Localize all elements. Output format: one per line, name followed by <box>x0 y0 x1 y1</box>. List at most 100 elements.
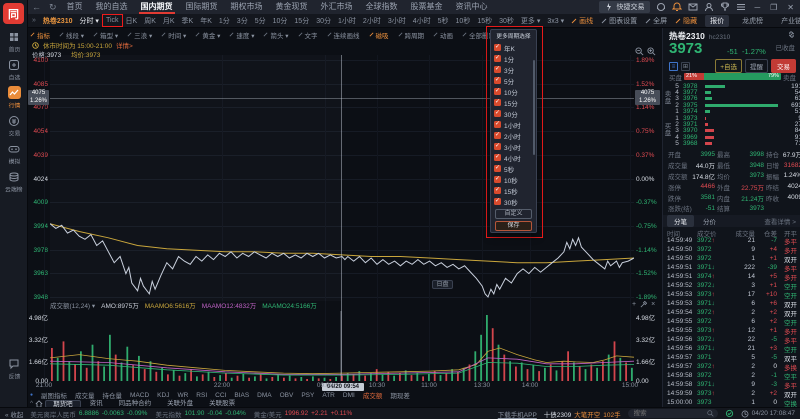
dropdown-scrollbar[interactable] <box>533 60 535 155</box>
forum-tab-同品种合约[interactable]: 同品种合约 <box>118 399 152 407</box>
checkbox-1分[interactable]: ✓ <box>494 55 501 62</box>
draw-tool-箱型[interactable]: 箱型 ▾ <box>93 30 118 40</box>
period-月K[interactable]: 月K <box>162 17 175 25</box>
period-4小时[interactable]: 4小时 <box>412 17 431 25</box>
period-分时[interactable]: 分时 ▾ <box>79 17 99 25</box>
indicator-持仓量[interactable]: 持仓量 <box>102 393 123 400</box>
draw-tool-黄金[interactable]: 黄金 ▾ <box>195 30 220 40</box>
notice-detail-link[interactable]: 详情> <box>116 43 133 50</box>
indicator-期现差[interactable]: 期现差 <box>390 393 410 400</box>
back-icon[interactable]: ← <box>32 2 41 12</box>
trade-button[interactable]: 交易 <box>771 59 796 73</box>
dropdown-item-30秒[interactable]: ✓ 30秒 <box>494 196 533 207</box>
tick-row[interactable]: 14:59:51 3974↑ 14 +5 多开 <box>667 273 797 282</box>
tick-table[interactable]: 14:59:49 3972↑ 21 -7 多平 14:59:50 3972 9 +4 多开 14:5… <box>667 236 797 407</box>
draw-tool-跨周期[interactable]: 跨周期 <box>398 30 424 40</box>
period-15秒[interactable]: 15秒 <box>477 17 493 25</box>
dropdown-item-15分[interactable]: ✓ 15分 <box>494 97 533 108</box>
volume-indicator-header[interactable]: 成交额(12,24) ▾ AMO:8975万 MAAMO6:5616万 MAAMO12… <box>50 300 317 310</box>
indicator-成交量[interactable]: 成交量 <box>75 393 95 400</box>
save-button[interactable]: 保存 <box>495 221 532 231</box>
checkbox-4小时[interactable]: ✓ <box>494 154 501 161</box>
checkbox-30秒[interactable]: ✓ <box>494 198 501 205</box>
close-indicator-icon[interactable]: × <box>651 301 656 308</box>
period-年K[interactable]: 年K <box>200 17 212 25</box>
volume-indicator-label[interactable]: 成交额(12,24) ▾ <box>50 303 96 310</box>
topnav-tab-黄金现货[interactable]: 黄金现货 <box>275 2 308 11</box>
mail-icon[interactable] <box>688 2 698 12</box>
tick-row[interactable]: 14:59:49 3972↑ 21 -7 多平 <box>667 237 797 246</box>
forum-tab-关联股票[interactable]: 关联股票 <box>209 399 236 407</box>
draw-tool-连续画线[interactable]: 连续画线 <box>327 30 360 40</box>
draw-tool-三浪[interactable]: 三浪 ▾ <box>127 30 152 40</box>
zoom-out-icon[interactable] <box>635 47 644 56</box>
indicator-PSY[interactable]: PSY <box>301 391 315 399</box>
trophy-icon[interactable] <box>720 2 730 12</box>
dropdown-item-2小时[interactable]: ✓ 2小时 <box>494 130 533 141</box>
minimize-button[interactable]: ─ <box>754 2 761 12</box>
tick-row[interactable]: 14:59:55 3973↑ 12 +1 多开 <box>667 327 797 336</box>
tick-row[interactable]: 15:00:00 3973 1 0 空换 <box>667 399 797 407</box>
alert-button[interactable]: 提醒 <box>745 59 768 73</box>
indicator-MACD[interactable]: MACD <box>130 391 150 399</box>
order-book-row[interactable]: 4396991 <box>675 133 800 141</box>
dropdown-item-5分[interactable]: ✓ 5分 <box>494 75 533 86</box>
menu-icon[interactable] <box>736 2 746 12</box>
indicator-KDJ[interactable]: KDJ <box>157 391 170 399</box>
period-1小时[interactable]: 1小时 <box>338 17 356 25</box>
forum-tab-资讯[interactable]: 资讯 <box>89 399 103 407</box>
user-icon[interactable] <box>704 2 714 12</box>
period-3小时[interactable]: 3小时 <box>387 17 406 25</box>
period-季K[interactable]: 季K <box>181 17 194 25</box>
collapse-caret-icon[interactable]: ^ <box>30 400 34 407</box>
detail-link[interactable]: 查看详情 > <box>764 219 796 226</box>
tick-row[interactable]: 14:59:56 3972↓ 22 -5 多平 <box>667 336 797 345</box>
indicator-DMI[interactable]: DMI <box>342 391 355 399</box>
checkbox-1小时[interactable]: ✓ <box>494 121 501 128</box>
topnav-tab-首页[interactable]: 首页 <box>66 2 83 11</box>
tick-row[interactable]: 14:59:59 3973↑ 2 +2 双开 <box>667 390 797 399</box>
topnav-tab-期权市场[interactable]: 期权市场 <box>230 2 263 11</box>
tick-row[interactable]: 14:59:58 3972 2 -1 空平 <box>667 372 797 381</box>
tick-row[interactable]: 14:59:58 3971↓ 9 -3 多平 <box>667 381 797 390</box>
topnav-tab-国内期货[interactable]: 国内期货 <box>139 0 175 14</box>
support-icon[interactable] <box>656 2 666 12</box>
tick-row[interactable]: 14:59:56 3971↓ 21 +3 空开 <box>667 345 797 354</box>
topnav-tab-资讯中心[interactable]: 资讯中心 <box>455 2 488 11</box>
checkbox-30分[interactable]: ✓ <box>494 110 501 117</box>
dropdown-item-10秒[interactable]: ✓ 10秒 <box>494 174 533 185</box>
dropdown-item-1分[interactable]: ✓ 1分 <box>494 53 533 64</box>
checkbox-5分[interactable]: ✓ <box>494 77 501 84</box>
indicator-BIAS[interactable]: BIAS <box>234 391 250 399</box>
maximize-button[interactable]: ❐ <box>770 2 778 12</box>
dropdown-item-15秒[interactable]: ✓ 15秒 <box>494 185 533 196</box>
add-watchlist-button[interactable]: +自选 <box>715 59 742 73</box>
contract-name[interactable]: 热卷2310 <box>669 31 705 41</box>
indicator-ATR[interactable]: ATR <box>322 391 335 399</box>
tick-row[interactable]: 14:59:51 3971↓ 222 -39 多平 <box>667 264 797 273</box>
topnav-tab-全球指数[interactable]: 全球指数 <box>365 2 398 11</box>
tick-row[interactable]: 14:59:50 3972 1 +1 双开 <box>667 255 797 264</box>
tick-row[interactable]: 14:59:52 3972↓ 3 +1 空开 <box>667 282 797 291</box>
draw-tool-时间[interactable]: 时间 ▾ <box>161 30 186 40</box>
indicator-成交额[interactable]: 成交额 <box>362 393 383 400</box>
period-Tick[interactable]: Tick <box>102 14 122 27</box>
bell-icon[interactable] <box>672 2 683 12</box>
search-icon[interactable] <box>706 410 714 417</box>
close-button[interactable]: ✕ <box>787 2 794 12</box>
quick-trade-button[interactable]: 快捷交易 <box>599 1 651 13</box>
add-indicator-icon[interactable]: + <box>632 301 637 308</box>
draw-tool-磁吸[interactable]: 磁吸 <box>369 30 389 40</box>
intraday-price-chart[interactable] <box>50 55 634 301</box>
checkbox-5秒[interactable]: ✓ <box>494 165 501 172</box>
checkbox-2小时[interactable]: ✓ <box>494 132 501 139</box>
order-book-row[interactable]: 23975693 <box>675 101 800 109</box>
period-周K[interactable]: 周K <box>144 17 156 25</box>
grid-layout-button[interactable]: 3x3 ▾ <box>547 17 565 25</box>
indicator-WR[interactable]: WR <box>177 391 189 399</box>
sidebar-item-云端榜[interactable]: 云端榜 <box>0 170 28 197</box>
draw-tool-文字[interactable]: 文字 <box>298 30 318 40</box>
panel-layout-toggle-2[interactable]: ⊞ <box>681 61 690 71</box>
topnav-tab-我的自选[interactable]: 我的自选 <box>95 2 128 11</box>
